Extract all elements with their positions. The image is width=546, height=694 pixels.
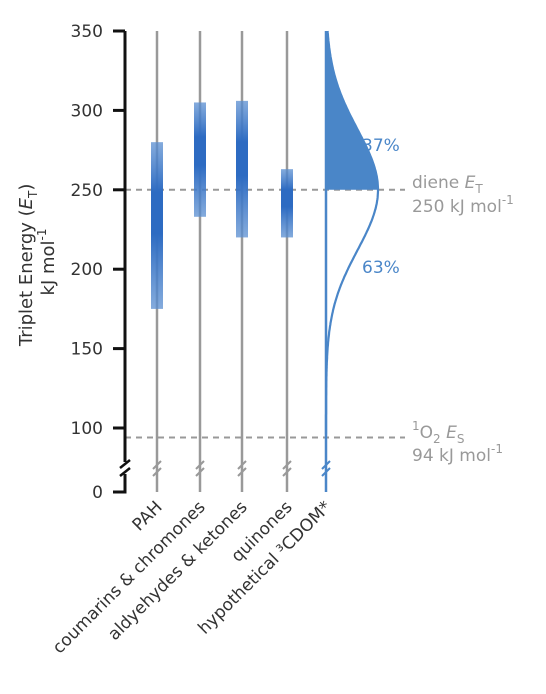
y-tick-label: 200 (71, 260, 103, 280)
diene-ET-value: 250 kJ mol-1 (412, 193, 514, 217)
break-mark (282, 460, 292, 470)
y-axis-title: Triplet Energy (ET) kJ mol-1 (16, 178, 59, 347)
break-mark (282, 467, 292, 477)
singlet-oxygen-ES-label: 1O2 ES (412, 419, 464, 446)
break-mark (195, 467, 205, 477)
range-bar-1 (151, 142, 163, 309)
y-tick-label: 250 (71, 181, 103, 201)
percent-below-label: 63% (362, 258, 400, 278)
category-label: PAH (129, 497, 167, 535)
y-tick-label: 0 (92, 483, 103, 503)
y-tick-label: 100 (71, 419, 103, 439)
break-mark (237, 460, 247, 470)
y-axis (113, 29, 131, 494)
range-bar-4 (281, 169, 293, 238)
y-tick-label: 350 (71, 22, 103, 42)
singlet-oxygen-ES-value: 94 kJ mol-1 (412, 442, 503, 466)
distribution-shaded-area (326, 31, 378, 190)
percent-above-label: 37% (362, 136, 400, 156)
y-tick-labels: 350 300 250 200 150 100 0 (71, 22, 103, 503)
break-mark (237, 467, 247, 477)
y-axis-break-mark (119, 459, 131, 469)
break-mark (152, 467, 162, 477)
cdom-distribution (324, 30, 380, 492)
distribution-curve (324, 30, 380, 435)
break-mark (152, 460, 162, 470)
y-tick-label: 150 (71, 340, 103, 360)
y-axis-break-mark (119, 467, 131, 477)
range-bars (151, 100, 293, 309)
category-lines (155, 31, 289, 492)
diene-ET-label: diene ET (412, 173, 483, 196)
range-bar-2 (194, 102, 206, 217)
range-bar-3 (236, 100, 248, 238)
reference-lines (125, 188, 405, 439)
break-mark (195, 460, 205, 470)
y-tick-label: 300 (71, 101, 103, 121)
